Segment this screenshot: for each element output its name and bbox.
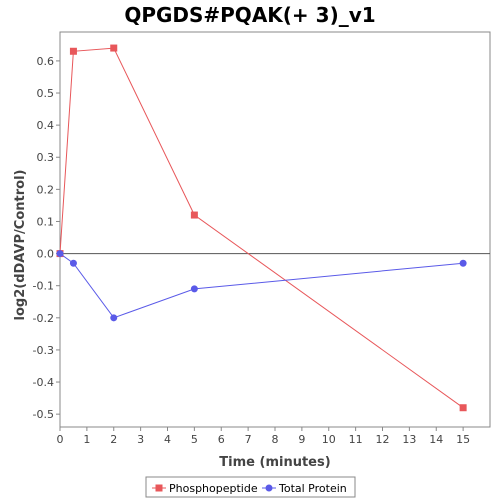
legend-marker bbox=[155, 484, 163, 492]
x-axis: 0 1 2 3 4 5 6 7 8 9 10 11 12 13 14 15 bbox=[57, 427, 470, 446]
total-protein-point bbox=[69, 259, 77, 267]
x-tick-label: 11 bbox=[349, 433, 363, 446]
y-tick-label: 0.3 bbox=[37, 151, 55, 164]
phosphopeptide-point bbox=[110, 44, 118, 52]
x-tick-label: 14 bbox=[429, 433, 443, 446]
x-axis-label: Time (minutes) bbox=[219, 455, 330, 470]
y-axis: -0.5 -0.4 -0.3 -0.2 -0.1 0.0 0.1 0.2 0.3 0.4 0.5 0.… bbox=[33, 55, 60, 421]
y-tick-label: 0.6 bbox=[37, 55, 55, 68]
y-tick-label: -0.5 bbox=[33, 408, 54, 421]
total-protein-point bbox=[190, 285, 198, 293]
x-tick-label: 6 bbox=[218, 433, 225, 446]
x-tick-label: 5 bbox=[191, 433, 198, 446]
y-tick-label: -0.4 bbox=[33, 376, 54, 389]
x-tick-label: 9 bbox=[298, 433, 305, 446]
x-tick-label: 13 bbox=[402, 433, 416, 446]
phosphopeptide-point bbox=[69, 47, 77, 55]
legend-box bbox=[145, 476, 356, 498]
y-tick-label: -0.1 bbox=[33, 280, 54, 293]
x-tick-label: 2 bbox=[110, 433, 117, 446]
plot-area bbox=[59, 31, 491, 428]
y-axis-label: log2(dDAVP/Control) bbox=[13, 170, 28, 321]
x-tick-label: 0 bbox=[57, 433, 64, 446]
y-tick-label: 0.0 bbox=[37, 248, 55, 261]
series-layer bbox=[56, 44, 467, 412]
x-tick-label: 8 bbox=[272, 433, 279, 446]
phosphopeptide-point bbox=[459, 404, 467, 412]
x-tick-label: 10 bbox=[322, 433, 336, 446]
y-tick-label: 0.5 bbox=[37, 87, 55, 100]
legend-label: Total Protein bbox=[278, 482, 347, 495]
plot-border bbox=[59, 31, 491, 428]
legend-marker bbox=[265, 484, 273, 492]
total-protein-point bbox=[459, 259, 467, 267]
x-tick-label: 12 bbox=[376, 433, 390, 446]
total-protein-point bbox=[56, 250, 64, 258]
legend-label: Phosphopeptide bbox=[169, 482, 258, 495]
x-tick-label: 15 bbox=[456, 433, 470, 446]
x-tick-label: 3 bbox=[137, 433, 144, 446]
x-tick-label: 1 bbox=[83, 433, 90, 446]
y-tick-label: 0.2 bbox=[37, 183, 55, 196]
x-tick-label: 4 bbox=[164, 433, 171, 446]
x-tick-label: 7 bbox=[245, 433, 252, 446]
phosphopeptide-point bbox=[190, 211, 198, 219]
y-tick-label: -0.2 bbox=[33, 312, 54, 325]
chart-title: QPGDS#PQAK(+ 3)_v1 bbox=[124, 3, 375, 27]
legend: Phosphopeptide Total Protein bbox=[145, 476, 356, 498]
y-tick-label: 0.1 bbox=[37, 215, 55, 228]
y-tick-label: 0.4 bbox=[37, 119, 55, 132]
y-tick-label: -0.3 bbox=[33, 344, 54, 357]
total-protein-point bbox=[110, 314, 118, 322]
